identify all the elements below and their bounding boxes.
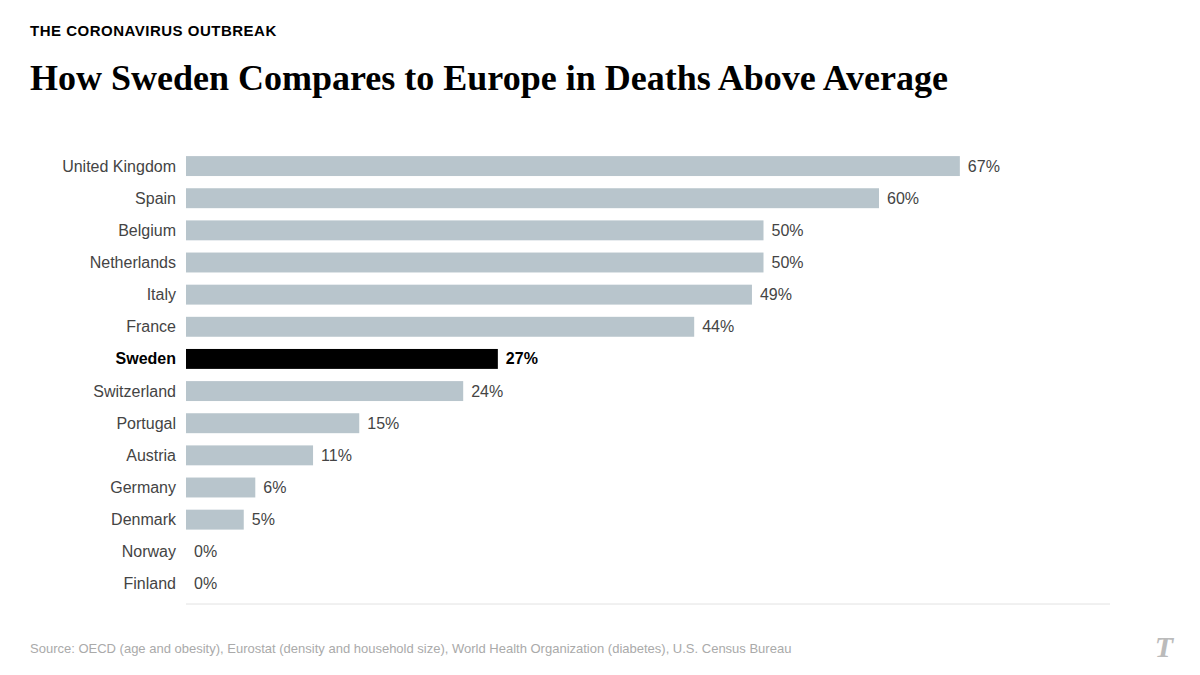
category-label: Finland (124, 575, 176, 592)
bar (186, 156, 960, 176)
category-label: Sweden (116, 350, 176, 367)
bar (186, 349, 498, 369)
bar (186, 285, 752, 305)
source: Source: OECD (age and obesity), Eurostat… (30, 641, 791, 656)
category-label: Germany (110, 479, 176, 496)
bar (186, 188, 879, 208)
data-label: 24% (471, 383, 503, 400)
data-label: 11% (321, 447, 352, 464)
bar (186, 381, 463, 401)
bar (186, 478, 255, 498)
bar (186, 510, 244, 530)
logo: T (1155, 630, 1175, 663)
bar (186, 220, 764, 240)
category-label: Portugal (116, 415, 176, 432)
labels: United Kingdom 67% Spain 60% Belgium 50% Nethe… (62, 158, 1000, 593)
data-label: 5% (252, 511, 275, 528)
data-label: 15% (367, 415, 399, 432)
bar (186, 413, 359, 433)
data-label: 50% (772, 222, 804, 239)
subtitle: THE CORONAVIRUS OUTBREAK (30, 22, 277, 39)
category-label: Austria (126, 447, 176, 464)
category-label: United Kingdom (62, 158, 176, 175)
category-label: Italy (147, 286, 176, 303)
value-axis-line (186, 604, 1110, 605)
data-label: 67% (968, 158, 1000, 175)
bar (186, 574, 187, 594)
category-label: France (126, 318, 176, 335)
category-label: Belgium (118, 222, 176, 239)
category-label: Denmark (111, 511, 177, 528)
data-label: 50% (772, 254, 804, 271)
bar (186, 445, 313, 465)
bar (186, 542, 187, 562)
bar (186, 253, 764, 273)
category-label: Norway (122, 543, 176, 560)
category-label: Spain (135, 190, 176, 207)
data-label: 6% (263, 479, 286, 496)
category-label: Netherlands (90, 254, 176, 271)
data-label: 0% (194, 543, 217, 560)
data-label: 0% (194, 575, 217, 592)
data-label: 49% (760, 286, 792, 303)
data-label: 44% (702, 318, 734, 335)
background (0, 0, 1200, 675)
bars (186, 156, 960, 529)
category-label: Switzerland (93, 383, 176, 400)
title: How Sweden Compares to Europe in Deaths … (30, 58, 948, 98)
bar (186, 317, 694, 337)
chart: THE CORONAVIRUS OUTBREAK How Sweden Compa… (0, 0, 1200, 675)
data-label: 27% (506, 350, 538, 367)
data-label: 60% (887, 190, 919, 207)
